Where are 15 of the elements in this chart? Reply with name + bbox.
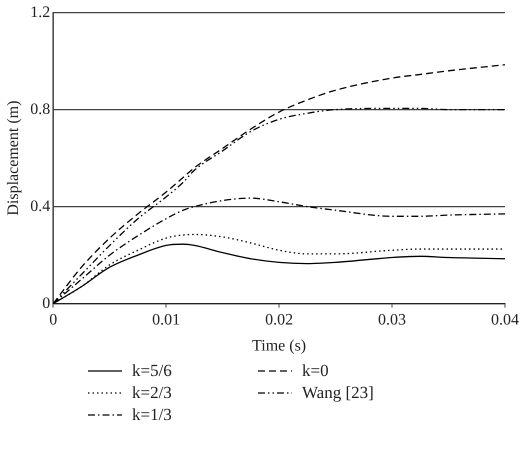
legend-label: k=5/6 [132, 361, 172, 381]
x-tick-label: 0.03 [378, 311, 406, 328]
y-tick-label: 0.4 [30, 198, 50, 215]
legend-label: Wang [23] [302, 383, 374, 403]
y-tick-label: 0.8 [30, 100, 50, 118]
legend-label: k=1/3 [132, 405, 172, 425]
x-axis-title: Time (s) [252, 338, 306, 355]
y-tick-label: 1.2 [30, 4, 50, 21]
x-tick-label: 0.01 [152, 311, 180, 328]
legend-label: k=2/3 [132, 383, 172, 403]
legend-label: k=0 [302, 361, 329, 381]
y-tick-label: 0 [42, 294, 50, 312]
x-tick-label: 0.02 [265, 311, 294, 328]
x-tick-label: 0.04 [491, 311, 519, 328]
y-axis-title: Displacement (m) [4, 100, 22, 216]
